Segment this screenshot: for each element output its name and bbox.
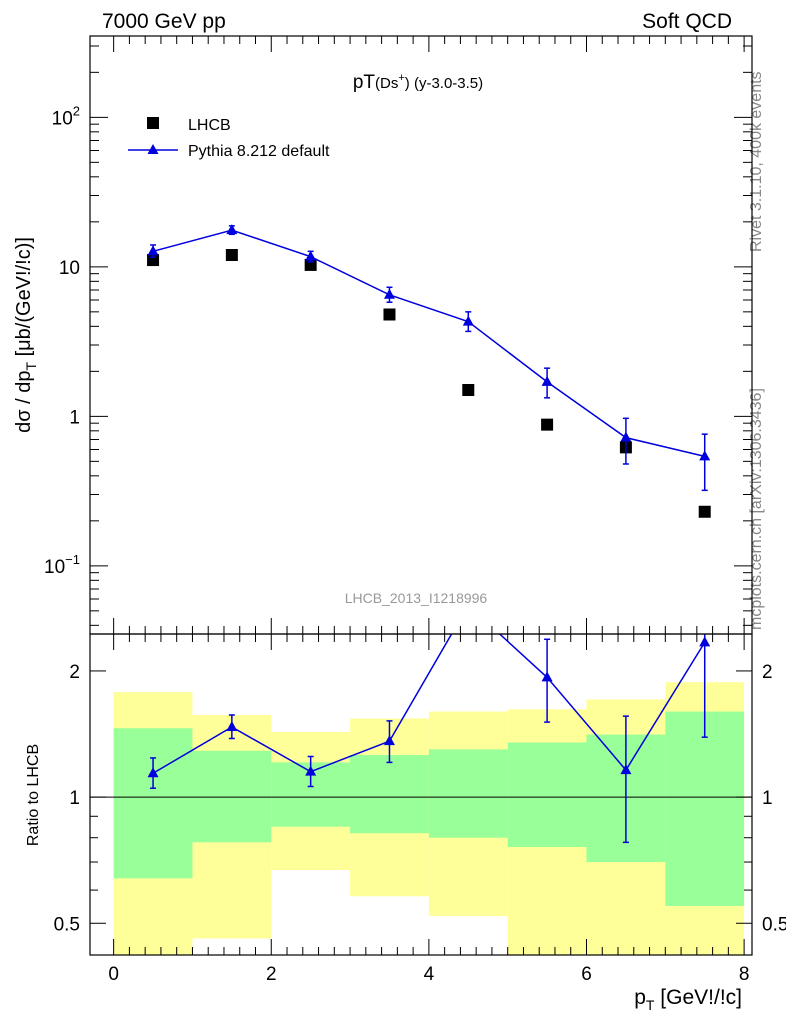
xlabel-b: [GeV!/!c] bbox=[654, 986, 742, 1009]
ylabel-sub: T bbox=[23, 362, 39, 371]
legend-lhcb-label: LHCB bbox=[188, 117, 231, 134]
ylabel-a: dσ / dp bbox=[13, 371, 35, 433]
header-right: Soft QCD bbox=[642, 10, 732, 33]
ratio-point bbox=[305, 765, 317, 776]
pythia-line bbox=[152, 229, 705, 458]
title-sub: (Ds bbox=[375, 75, 398, 92]
ratio-ytick-label: 2 bbox=[69, 662, 80, 683]
legend-pythia-marker bbox=[147, 144, 159, 154]
ratio-ytick-label: 0.5 bbox=[54, 914, 80, 935]
title-sup: + bbox=[398, 72, 404, 84]
ratio-ytick-label-right: 1 bbox=[762, 788, 773, 809]
main-ytick-label: 1 bbox=[69, 407, 80, 428]
ratio-xtick-label: 4 bbox=[424, 964, 435, 985]
title-main: pT bbox=[353, 72, 376, 93]
ratio-line bbox=[152, 634, 706, 774]
ratio-band-green bbox=[192, 750, 272, 843]
lhcb-point bbox=[541, 418, 554, 431]
legend-lhcb-marker bbox=[147, 117, 159, 129]
lhcb-point bbox=[383, 308, 396, 321]
main-axis-ticks: 102 10 1 10−1 bbox=[44, 36, 752, 634]
rivet-info: Rivet 3.1.10, 400k events bbox=[748, 71, 765, 252]
analysis-watermark: LHCB_2013_I1218996 bbox=[345, 590, 488, 606]
main-ytick-label: 102 bbox=[52, 103, 80, 129]
ylabel-b: [μb/(GeV!/!c)] bbox=[13, 237, 35, 362]
ratio-band-green bbox=[428, 749, 508, 838]
ratio-ytick-label-right: 0.5 bbox=[762, 914, 786, 935]
lhcb-point bbox=[147, 254, 160, 267]
pythia-point bbox=[147, 245, 159, 256]
main-ytick-label: 10−1 bbox=[44, 552, 80, 578]
lhcb-point bbox=[698, 505, 711, 518]
header-left: 7000 GeV pp bbox=[102, 10, 226, 33]
ratio-point bbox=[226, 720, 238, 731]
pythia-point bbox=[699, 450, 711, 461]
pythia-point bbox=[305, 250, 317, 261]
legend: LHCB Pythia 8.212 default bbox=[128, 117, 330, 160]
ratio-band-green bbox=[350, 755, 429, 834]
ratio-point bbox=[620, 764, 632, 775]
main-title: pT(Ds+) (y-3.0-3.5) bbox=[353, 72, 483, 93]
ratio-xlabel: pT [GeV!/!c] bbox=[634, 986, 742, 1013]
ratio-band-green bbox=[507, 742, 587, 848]
legend-pythia-label: Pythia 8.212 default bbox=[188, 143, 330, 160]
pythia-point bbox=[462, 315, 474, 326]
ratio-point bbox=[147, 767, 159, 778]
ratio-point bbox=[383, 735, 395, 746]
ratio-xtick-label: 8 bbox=[739, 964, 750, 985]
pythia-point bbox=[620, 431, 632, 442]
xlabel-a: p bbox=[634, 986, 646, 1009]
ratio-xtick-label: 2 bbox=[266, 964, 277, 985]
ratio-band-green bbox=[665, 711, 745, 906]
ratio-series bbox=[147, 634, 711, 844]
ratio-bands-layer bbox=[90, 682, 752, 955]
ratio-xtick-label: 6 bbox=[581, 964, 592, 985]
ratio-ytick-label-right: 2 bbox=[762, 662, 773, 683]
main-ylabel: dσ / dpT [μb/(GeV!/!c)] bbox=[13, 237, 39, 433]
ratio-point bbox=[699, 636, 711, 647]
main-ytick-label: 10 bbox=[59, 258, 80, 279]
pythia-point bbox=[226, 224, 238, 235]
main-data-layer bbox=[147, 224, 711, 518]
lhcb-point bbox=[462, 384, 475, 397]
xlabel-sub: T bbox=[646, 997, 655, 1013]
ratio-point bbox=[541, 671, 553, 682]
ratio-band-green bbox=[113, 728, 193, 879]
ratio-data-layer bbox=[147, 634, 711, 844]
title-tail: ) (y-3.0-3.5) bbox=[405, 75, 483, 92]
pythia-point bbox=[383, 288, 395, 299]
ratio-axis-ticks: 0.5 0.5 1 1 2 2 0 2 4 6 8 bbox=[54, 634, 786, 985]
ratio-ylabel: Ratio to LHCB bbox=[25, 744, 42, 846]
ratio-frame bbox=[89, 633, 753, 956]
mcplots-info: mcplots.cern.ch [arXiv:1306.3436] bbox=[748, 388, 765, 630]
ratio-ytick-label: 1 bbox=[69, 788, 80, 809]
ratio-xtick-label: 0 bbox=[108, 964, 119, 985]
pythia-point bbox=[541, 375, 553, 386]
lhcb-point bbox=[225, 249, 238, 262]
